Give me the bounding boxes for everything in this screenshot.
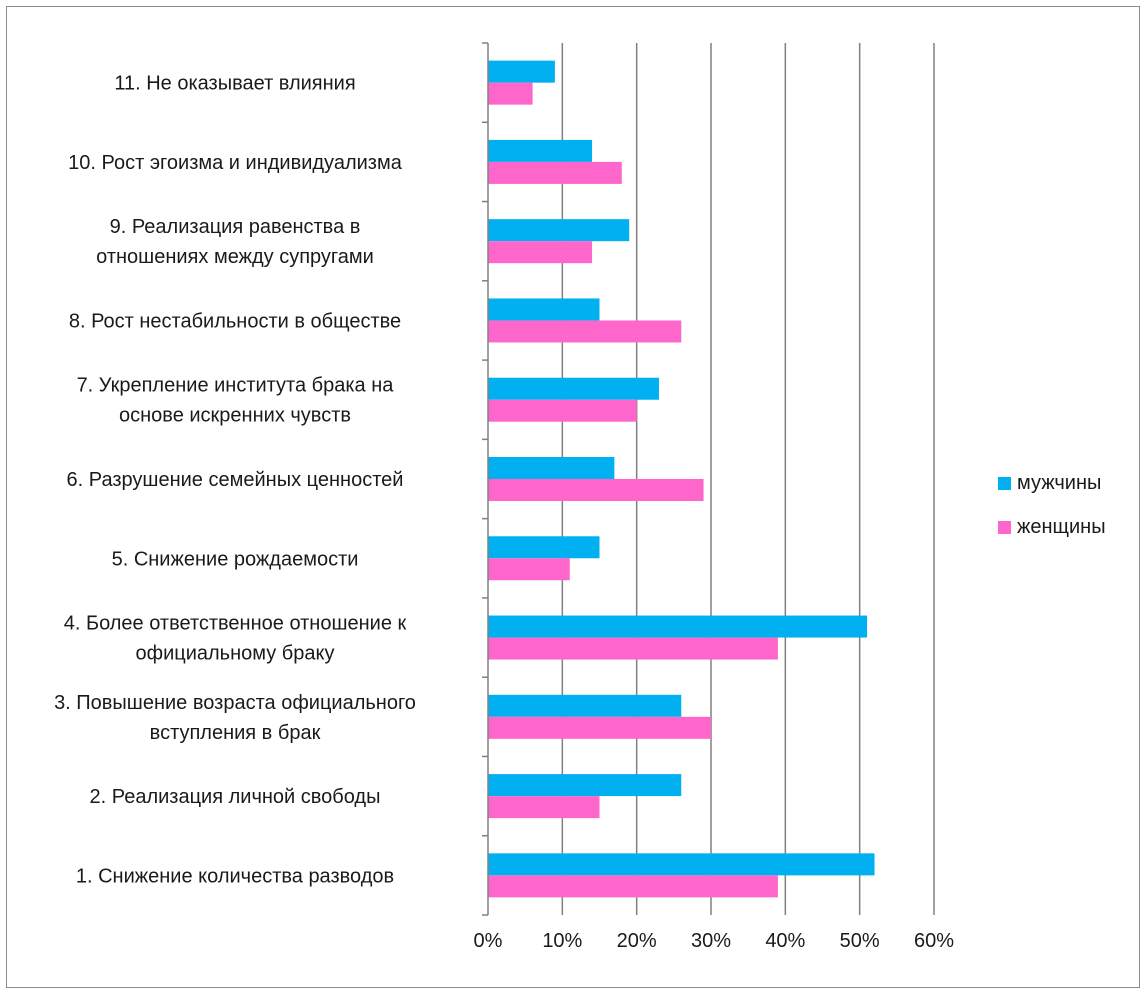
x-tick-label: 60% — [914, 930, 954, 952]
bar-chart: 1. Снижение количества разводов 2. Реализ… — [54, 42, 1106, 952]
chart-frame: 1. Снижение количества разводов 2. Реализ… — [6, 6, 1140, 988]
bar-women — [488, 82, 533, 105]
bar-women — [488, 320, 682, 343]
bar-women — [488, 241, 593, 264]
legend-label: мужчины — [1017, 472, 1101, 494]
bar-women — [488, 637, 778, 660]
bar-men — [488, 536, 600, 559]
bar-women — [488, 875, 778, 898]
category-label: 1. Снижение количества разводов — [76, 865, 394, 887]
category-label: 2. Реализация личной свободы — [90, 786, 381, 808]
legend-swatch — [998, 521, 1011, 534]
category-label: 4. Более ответственное отношение к официа… — [64, 613, 407, 665]
category-label: 11. Не оказывает влияния — [114, 73, 355, 95]
x-tick-label: 10% — [542, 930, 582, 952]
category-label: 3. Повышение возраста официального вступл… — [54, 692, 416, 744]
x-tick-label: 0% — [474, 930, 503, 952]
bar-men — [488, 694, 682, 717]
bar-women — [488, 716, 711, 739]
bar-women — [488, 796, 600, 819]
bar-men — [488, 139, 593, 162]
category-axis — [482, 42, 489, 916]
category-label: 6. Разрушение семейных ценностей — [67, 469, 404, 491]
x-tick-labels: 0% 10% 20% 30% 40% 50% 60% — [474, 930, 955, 952]
legend: мужчины женщины — [998, 472, 1106, 538]
x-tick-label: 50% — [840, 930, 880, 952]
x-tick-label: 30% — [691, 930, 731, 952]
bar-men — [488, 298, 600, 321]
legend-label: женщины — [1017, 516, 1106, 538]
bar-men — [488, 615, 868, 638]
bar-women — [488, 399, 637, 422]
bar-men — [488, 774, 682, 797]
bar-men — [488, 219, 630, 242]
x-tick-label: 20% — [617, 930, 657, 952]
bar-women — [488, 479, 704, 501]
category-label: 5. Снижение рождаемости — [112, 548, 359, 570]
category-labels: 1. Снижение количества разводов 2. Реализ… — [54, 73, 416, 888]
category-label: 8. Рост нестабильности в обществе — [69, 310, 401, 332]
gridlines — [561, 43, 935, 915]
legend-swatch — [998, 477, 1011, 490]
bars — [488, 60, 875, 898]
bar-men — [488, 457, 615, 479]
bar-women — [488, 558, 570, 581]
bar-men — [488, 853, 875, 876]
bar-men — [488, 377, 659, 400]
category-label: 10. Рост эгоизма и индивидуализма — [68, 152, 403, 174]
category-label: 9. Реализация равенства в отношениях межд… — [96, 216, 374, 268]
bar-men — [488, 60, 555, 83]
bar-women — [488, 161, 622, 184]
x-tick-label: 40% — [765, 930, 805, 952]
category-label: 7. Укрепление института брака на основе и… — [77, 375, 395, 427]
